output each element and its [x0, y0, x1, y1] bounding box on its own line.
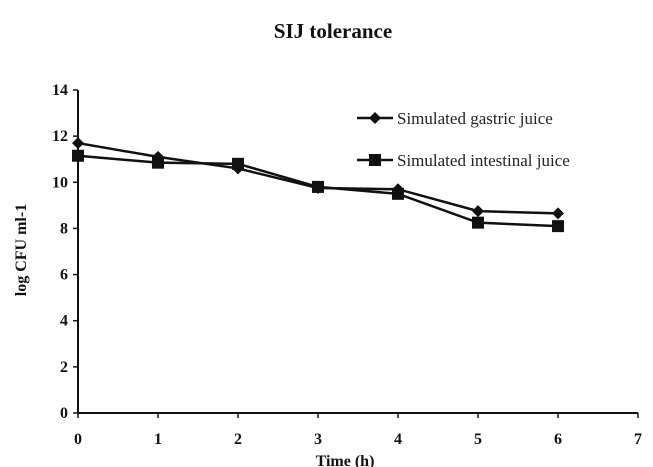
legend-label: Simulated intestinal juice: [397, 151, 570, 170]
series-1: [72, 149, 564, 233]
y-tick-label: 6: [60, 267, 68, 284]
x-tick-label: 1: [154, 431, 162, 448]
legend-marker: [369, 154, 381, 166]
y-tick-label: 2: [60, 359, 68, 376]
y-tick-label: 10: [52, 174, 68, 191]
data-point: [552, 207, 564, 220]
data-point: [552, 220, 564, 233]
y-tick-label: 8: [60, 220, 68, 237]
y-tick-label: 0: [60, 405, 68, 422]
data-point: [472, 205, 484, 218]
x-tick-label: 6: [554, 431, 562, 448]
data-point: [472, 216, 484, 229]
data-point: [72, 137, 84, 150]
x-tick-label: 0: [74, 431, 82, 448]
legend: Simulated gastric juice Simulated intesti…: [357, 109, 570, 170]
x-tick-label: 2: [234, 431, 242, 448]
data-point: [152, 156, 164, 169]
y-tick-label: 14: [52, 82, 68, 99]
legend-marker: [369, 112, 381, 124]
y-tick-label: 4: [60, 313, 68, 330]
legend-label: Simulated gastric juice: [397, 109, 553, 128]
series-0: [72, 137, 564, 220]
data-point: [232, 157, 244, 170]
data-point: [392, 187, 404, 200]
x-axis-label: Time (h): [316, 453, 375, 467]
y-axis-label: log CFU ml-1: [13, 204, 30, 296]
y-tick-label: 12: [52, 128, 68, 145]
x-tick-label: 4: [394, 431, 402, 448]
series-layer: [72, 137, 564, 233]
x-tick-label: 7: [634, 431, 642, 448]
x-tick-label: 5: [474, 431, 482, 448]
data-point: [312, 180, 324, 193]
data-point: [72, 149, 84, 162]
chart-title: SIJ tolerance: [274, 19, 392, 43]
x-tick-label: 3: [314, 431, 322, 448]
